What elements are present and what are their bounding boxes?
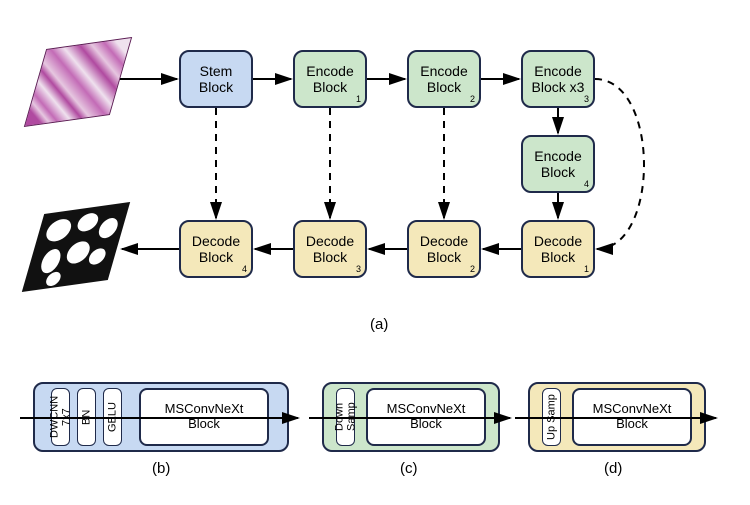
arrows-layer	[0, 0, 750, 505]
